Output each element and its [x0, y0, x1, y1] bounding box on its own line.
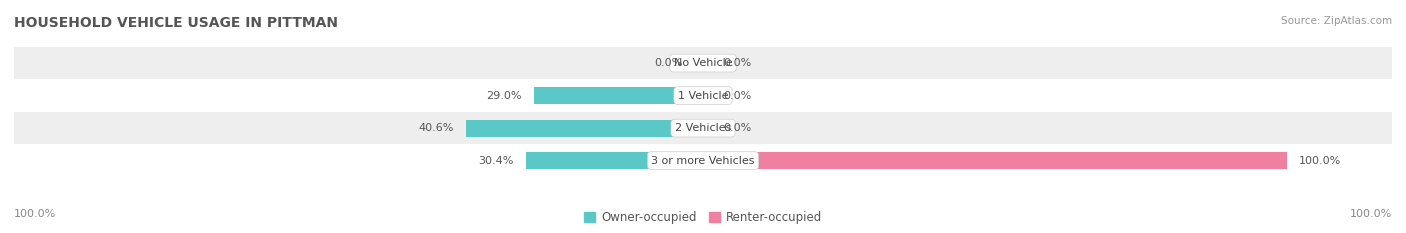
- Text: 0.0%: 0.0%: [654, 58, 682, 68]
- Legend: Owner-occupied, Renter-occupied: Owner-occupied, Renter-occupied: [579, 206, 827, 229]
- Bar: [534, 87, 703, 104]
- Text: Source: ZipAtlas.com: Source: ZipAtlas.com: [1281, 16, 1392, 26]
- Bar: [695, 55, 703, 72]
- Text: No Vehicle: No Vehicle: [673, 58, 733, 68]
- Text: 0.0%: 0.0%: [724, 58, 752, 68]
- Text: 100.0%: 100.0%: [14, 209, 56, 219]
- Bar: [703, 152, 1286, 169]
- Text: 100.0%: 100.0%: [1350, 209, 1392, 219]
- Text: 2 Vehicles: 2 Vehicles: [675, 123, 731, 133]
- Bar: [703, 120, 711, 137]
- Bar: [14, 47, 1392, 79]
- Text: 100.0%: 100.0%: [1299, 156, 1341, 166]
- Text: HOUSEHOLD VEHICLE USAGE IN PITTMAN: HOUSEHOLD VEHICLE USAGE IN PITTMAN: [14, 16, 337, 30]
- Text: 3 or more Vehicles: 3 or more Vehicles: [651, 156, 755, 166]
- Bar: [526, 152, 703, 169]
- Text: 0.0%: 0.0%: [724, 91, 752, 101]
- Bar: [703, 55, 711, 72]
- Bar: [465, 120, 703, 137]
- Bar: [14, 144, 1392, 177]
- Text: 30.4%: 30.4%: [478, 156, 513, 166]
- Text: 40.6%: 40.6%: [419, 123, 454, 133]
- Text: 0.0%: 0.0%: [724, 123, 752, 133]
- Text: 1 Vehicle: 1 Vehicle: [678, 91, 728, 101]
- Bar: [14, 79, 1392, 112]
- Text: 29.0%: 29.0%: [486, 91, 522, 101]
- Bar: [703, 87, 711, 104]
- Bar: [14, 112, 1392, 144]
